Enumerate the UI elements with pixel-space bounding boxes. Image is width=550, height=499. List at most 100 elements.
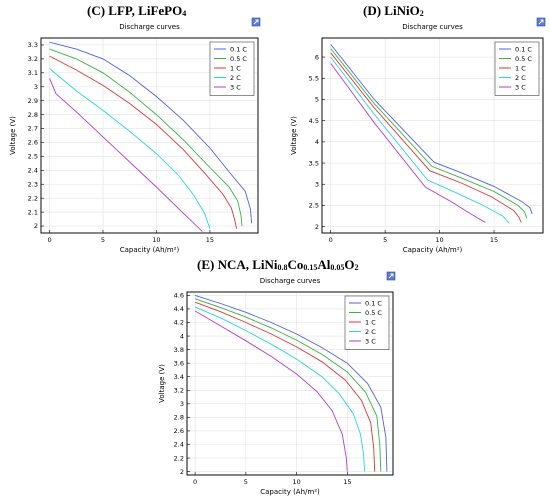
- y-tick-label: 5.5: [309, 74, 319, 82]
- x-tick-label: 15: [343, 478, 351, 486]
- y-axis-label: Voltage (V): [290, 116, 298, 155]
- expand-icon: [251, 17, 261, 27]
- y-tick-label: 5: [315, 96, 319, 104]
- expand-icon-arrow: [538, 19, 544, 25]
- y-tick-label: 4: [180, 332, 184, 340]
- y-tick-label: 2.9: [28, 97, 38, 105]
- x-tick-label: 10: [152, 236, 160, 244]
- legend-label: 0.5 C: [365, 309, 382, 317]
- legend-label: 3 C: [515, 83, 526, 91]
- chart-1: Discharge curves 2 2.5 3 3.5 4 4.5 5 5.5 6 0 5 10 15 C…: [290, 17, 546, 254]
- y-tick-label: 2: [180, 468, 184, 476]
- series-line-1C: [194, 301, 376, 472]
- y-tick-label: 4: [315, 138, 319, 146]
- x-tick-label: 0: [329, 236, 333, 244]
- series-line-0p5C: [49, 48, 243, 227]
- y-axis-label: Voltage (V): [158, 364, 166, 403]
- legend-label: 0.5 C: [515, 55, 532, 63]
- legend-label: 2 C: [365, 328, 376, 336]
- series-line-3C: [330, 63, 486, 223]
- panel-d-title: (D) LiNiO2: [363, 3, 424, 18]
- plot-frame-border: [321, 37, 544, 234]
- chart-2: Discharge curves 2 2.2 2.4 2.6 2.8 3 3.2 3.4 3.6 3…: [158, 271, 396, 496]
- series-line-3C: [194, 310, 348, 472]
- x-tick-label: 0: [47, 236, 51, 244]
- series-line-0p1C: [49, 41, 253, 224]
- x-axis-label: Capacity (Ah/m²): [403, 246, 463, 254]
- y-tick-label: 2.2: [28, 194, 38, 202]
- y-tick-label: 3.4: [174, 373, 184, 381]
- y-tick-label: 6: [315, 53, 319, 61]
- chart-0: Discharge curves 2 2.1 2.2 2.3 2.4 2.5 2.6 2.7 2.…: [9, 17, 261, 254]
- legend-label: 0.1 C: [230, 45, 247, 53]
- series-line-3C: [49, 78, 203, 232]
- legend-label: 3 C: [365, 337, 376, 345]
- expand-icon: [386, 271, 396, 281]
- y-tick-label: 4.6: [174, 292, 184, 300]
- expand-icon-arrow: [253, 19, 259, 25]
- chart-title: Discharge curves: [119, 23, 180, 31]
- y-tick-label: 3: [180, 400, 184, 408]
- y-tick-label: 3.6: [174, 359, 184, 367]
- panel-e-title: (E) NCA, LiNi0.8Co0.15Al0.05O2: [197, 257, 359, 272]
- series-line-2C: [49, 68, 211, 229]
- legend-label: 0.1 C: [365, 299, 382, 307]
- series-line-0p5C: [194, 298, 382, 472]
- x-axis-label: Capacity (Ah/m²): [120, 246, 180, 254]
- y-tick-label: 3.2: [174, 386, 184, 394]
- y-tick-label: 3.2: [28, 55, 38, 63]
- y-tick-label: 4.4: [174, 305, 184, 313]
- series-line-1C: [49, 55, 238, 229]
- y-tick-label: 2.7: [28, 125, 38, 133]
- legend-label: 1 C: [230, 64, 241, 72]
- legend: 0.1 C 0.5 C1 C 2 C3 C: [209, 41, 255, 96]
- y-tick-label: 3: [315, 180, 319, 188]
- x-tick-label: 15: [490, 236, 498, 244]
- y-tick-label: 3.1: [28, 69, 38, 77]
- legend-label: 0.5 C: [230, 55, 247, 63]
- legend-label: 1 C: [515, 64, 526, 72]
- legend-label: 3 C: [230, 83, 241, 91]
- legend: 0.1 C 0.5 C1 C 2 C3 C: [494, 41, 540, 96]
- expand-icon-arrow: [388, 273, 394, 279]
- y-tick-label: 2.5: [309, 202, 319, 210]
- y-tick-label: 2.5: [28, 153, 38, 161]
- legend-label: 2 C: [230, 74, 241, 82]
- x-tick-label: 5: [383, 236, 387, 244]
- x-tick-label: 15: [206, 236, 214, 244]
- y-axis-label: Voltage (V): [9, 116, 17, 155]
- x-tick-label: 10: [435, 236, 443, 244]
- y-tick-label: 3.8: [174, 346, 184, 354]
- y-tick-label: 2.6: [174, 427, 184, 435]
- y-tick-label: 2.4: [174, 441, 184, 449]
- y-tick-label: 2.4: [28, 167, 38, 175]
- legend-label: 1 C: [365, 318, 376, 326]
- plot-frame-border: [186, 291, 394, 476]
- y-tick-label: 2.8: [174, 414, 184, 422]
- y-tick-label: 3: [34, 83, 38, 91]
- x-tick-label: 0: [193, 478, 197, 486]
- x-tick-label: 10: [292, 478, 300, 486]
- y-tick-label: 3.3: [28, 41, 38, 49]
- y-tick-label: 2.3: [28, 180, 38, 188]
- y-tick-label: 4.5: [309, 117, 319, 125]
- series-line-2C: [194, 306, 366, 472]
- chart-title: Discharge curves: [260, 277, 321, 285]
- y-tick-label: 2: [34, 222, 38, 230]
- expand-icon: [536, 17, 546, 27]
- series-line-0p1C: [194, 294, 388, 472]
- chart-title: Discharge curves: [402, 23, 463, 31]
- legend-label: 0.1 C: [515, 45, 532, 53]
- series-line-0p5C: [330, 48, 528, 219]
- plot-frame-border: [40, 37, 259, 234]
- series-line-2C: [330, 56, 510, 224]
- y-tick-label: 4.2: [174, 319, 184, 327]
- legend-label: 2 C: [515, 74, 526, 82]
- x-axis-label: Capacity (Ah/m²): [260, 488, 320, 496]
- legend: 0.1 C 0.5 C1 C 2 C3 C: [344, 295, 390, 350]
- series-line-1C: [330, 52, 522, 223]
- y-tick-label: 2: [315, 223, 319, 231]
- x-tick-label: 5: [101, 236, 105, 244]
- y-tick-label: 3.5: [309, 159, 319, 167]
